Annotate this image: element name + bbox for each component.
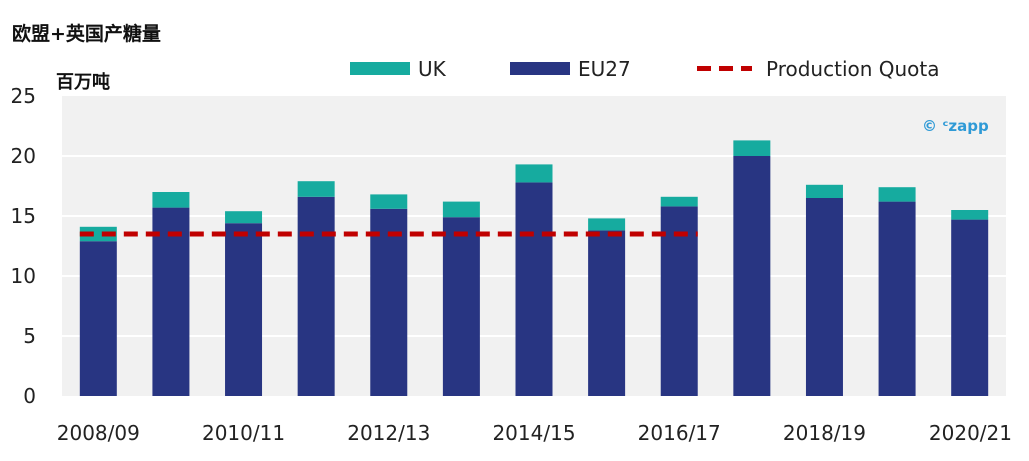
x-tick-label: 2016/17 xyxy=(638,421,721,445)
y-unit-label: 百万吨 xyxy=(56,71,110,93)
y-tick-label: 10 xyxy=(11,264,36,288)
czapp-watermark: © ᶜzapp xyxy=(922,117,989,135)
bar-uk-2010-11 xyxy=(225,211,263,224)
bar-eu27-2012-13 xyxy=(370,208,408,396)
x-tick-label: 2014/15 xyxy=(492,421,575,445)
x-tick-label: 2020/21 xyxy=(929,421,1012,445)
bar-uk-2019-20 xyxy=(878,187,916,202)
legend: UK EU27 Production Quota xyxy=(350,57,940,81)
bar-eu27-2020-21 xyxy=(951,219,989,396)
bar-uk-2017-18 xyxy=(733,140,771,156)
bar-eu27-2016-17 xyxy=(660,206,698,396)
bars xyxy=(79,140,989,396)
y-tick-label: 20 xyxy=(11,144,36,168)
x-tick-label: 2008/09 xyxy=(57,421,140,445)
bar-eu27-2010-11 xyxy=(225,223,263,396)
y-tick-label: 25 xyxy=(11,84,36,108)
bar-uk-2018-19 xyxy=(805,184,843,198)
y-tick-label: 5 xyxy=(23,324,36,348)
legend-label-eu27: EU27 xyxy=(578,57,631,81)
bar-eu27-2015-16 xyxy=(588,230,626,396)
bar-eu27-2019-20 xyxy=(878,201,916,396)
bar-eu27-2009-10 xyxy=(152,207,190,396)
bar-eu27-2011-12 xyxy=(297,196,335,396)
bar-eu27-2014-15 xyxy=(515,182,553,396)
bar-uk-2013-14 xyxy=(442,201,480,218)
x-tick-label: 2010/11 xyxy=(202,421,285,445)
y-tick-label: 0 xyxy=(23,384,36,408)
chart-title: 欧盟+英国产糖量 xyxy=(12,22,161,45)
bar-uk-2015-16 xyxy=(588,218,626,231)
legend-label-uk: UK xyxy=(418,57,447,81)
y-axis: 0 5 10 15 20 25 xyxy=(11,84,36,408)
bar-uk-2016-17 xyxy=(660,196,698,207)
legend-swatch-eu27 xyxy=(510,62,570,75)
bar-uk-2020-21 xyxy=(951,210,989,220)
legend-swatch-uk xyxy=(350,62,410,75)
bar-uk-2008-09 xyxy=(79,226,117,242)
bar-eu27-2008-09 xyxy=(79,241,117,396)
bar-uk-2009-10 xyxy=(152,192,190,208)
bar-uk-2014-15 xyxy=(515,164,553,183)
bar-uk-2012-13 xyxy=(370,194,408,209)
y-tick-label: 15 xyxy=(11,204,36,228)
x-axis: 2008/09 2010/11 2012/13 2014/15 2016/17 2018/… xyxy=(57,421,1012,445)
bar-eu27-2017-18 xyxy=(733,156,771,396)
x-tick-label: 2018/19 xyxy=(783,421,866,445)
bar-eu27-2018-19 xyxy=(805,198,843,396)
legend-label-quota: Production Quota xyxy=(766,57,940,81)
bar-uk-2011-12 xyxy=(297,181,335,197)
bar-eu27-2013-14 xyxy=(442,217,480,396)
x-tick-label: 2012/13 xyxy=(347,421,430,445)
